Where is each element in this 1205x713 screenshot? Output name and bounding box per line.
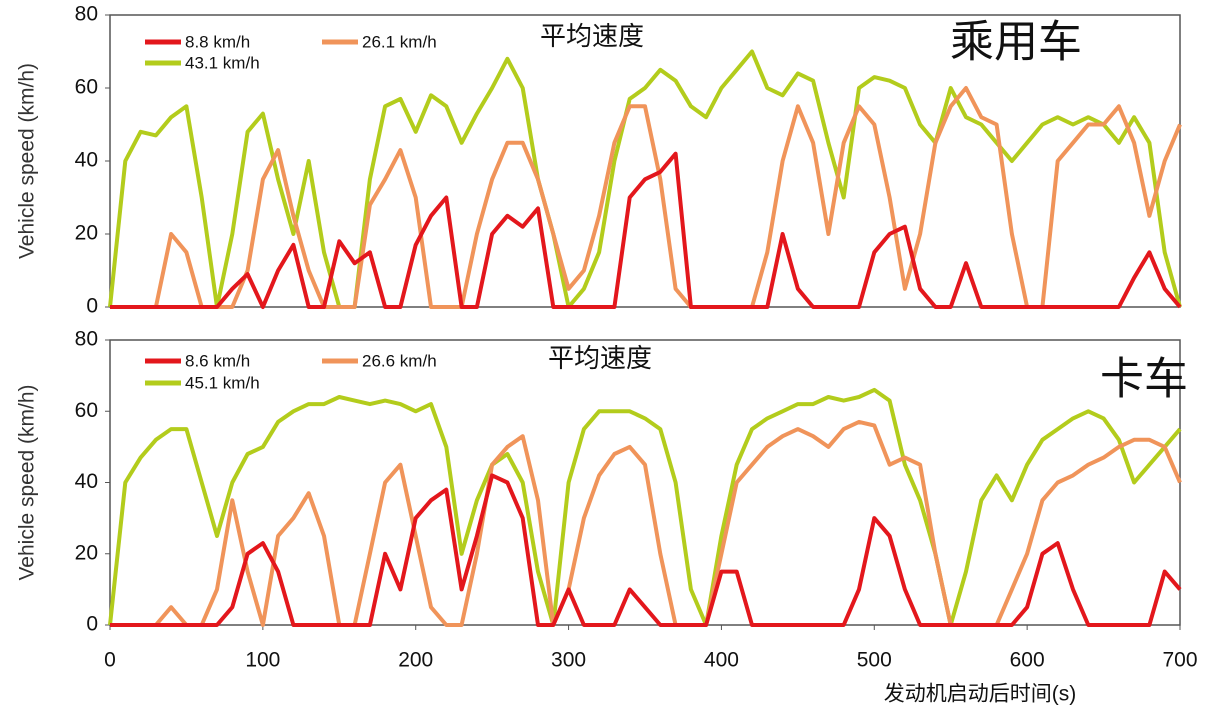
y-tick-label: 60 (75, 399, 98, 422)
y-tick-label: 20 (75, 541, 98, 564)
legend-label: 26.1 km/h (362, 32, 437, 51)
x-tick-label: 200 (398, 649, 433, 672)
y-tick-label: 0 (86, 295, 98, 318)
chart: 0 20 40 60 80 Vehicle speed (km/h) 8.8 km/h 26.… (0, 0, 1205, 713)
x-tick-label: 500 (857, 649, 892, 672)
legend-label: 8.6 km/h (185, 351, 250, 370)
y-tick-label: 40 (75, 149, 98, 172)
y-axis-label: Vehicle speed (km/h) (16, 63, 39, 259)
y-axis-label: Vehicle speed (km/h) (16, 384, 39, 580)
x-axis-label: 发动机启动后时间(s) (884, 683, 1077, 706)
y-tick-label: 0 (86, 613, 98, 636)
legend-label: 8.8 km/h (185, 32, 250, 51)
x-tick-label: 300 (551, 649, 586, 672)
x-tick-label: 400 (704, 649, 739, 672)
legend-label: 43.1 km/h (185, 53, 260, 72)
y-tick-label: 20 (75, 222, 98, 245)
y-tick-label: 60 (75, 76, 98, 99)
x-tick-label: 600 (1010, 649, 1045, 672)
x-tick-label: 100 (245, 649, 280, 672)
y-tick-label: 80 (75, 328, 98, 351)
legend-label: 26.6 km/h (362, 351, 437, 370)
y-tick-label: 80 (75, 3, 98, 26)
legend-label: 45.1 km/h (185, 373, 260, 392)
annotation: 平均速度 (548, 344, 652, 374)
x-tick-label: 0 (104, 649, 116, 672)
x-tick-label: 700 (1162, 649, 1197, 672)
y-tick-label: 40 (75, 470, 98, 493)
annotation: 平均速度 (540, 22, 644, 52)
annotation: 卡车 (1100, 354, 1188, 405)
annotation: 乘用车 (950, 17, 1082, 68)
